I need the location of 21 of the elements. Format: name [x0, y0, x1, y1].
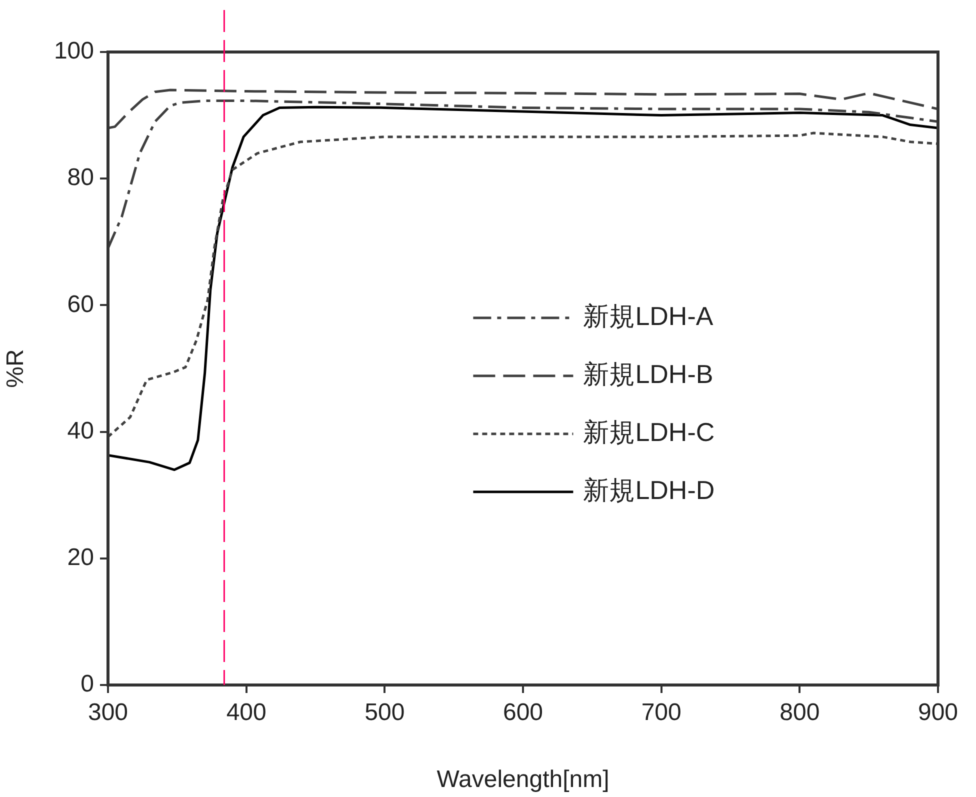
line-series [108, 88, 938, 130]
x-tick-label: 800 [780, 699, 820, 726]
y-tick-label: 60 [67, 290, 94, 318]
x-tick-label: 900 [918, 699, 958, 726]
x-tick-label: 600 [502, 699, 544, 726]
y-tick-label: 80 [67, 164, 94, 192]
x-axis-title: Wavelength[nm] [436, 766, 610, 794]
legend-label: 新規LDH-A [583, 301, 714, 332]
legend-label: 新規LDH-D [583, 475, 715, 506]
legend-label: 新規LDH-B [583, 359, 714, 390]
y-tick-label: 20 [67, 544, 94, 572]
x-tick-label: 700 [641, 699, 682, 726]
y-tick-label: 0 [80, 670, 94, 698]
x-tick-label: 300 [88, 699, 128, 726]
x-tick-label: 400 [226, 699, 266, 726]
y-tick-label: 100 [54, 38, 94, 65]
legend-label: 新規LDH-C [583, 417, 715, 448]
y-axis-title: %R [2, 349, 30, 388]
x-tick-label: 500 [364, 699, 405, 726]
line-series [108, 99, 938, 250]
y-tick-label: 40 [67, 417, 94, 444]
